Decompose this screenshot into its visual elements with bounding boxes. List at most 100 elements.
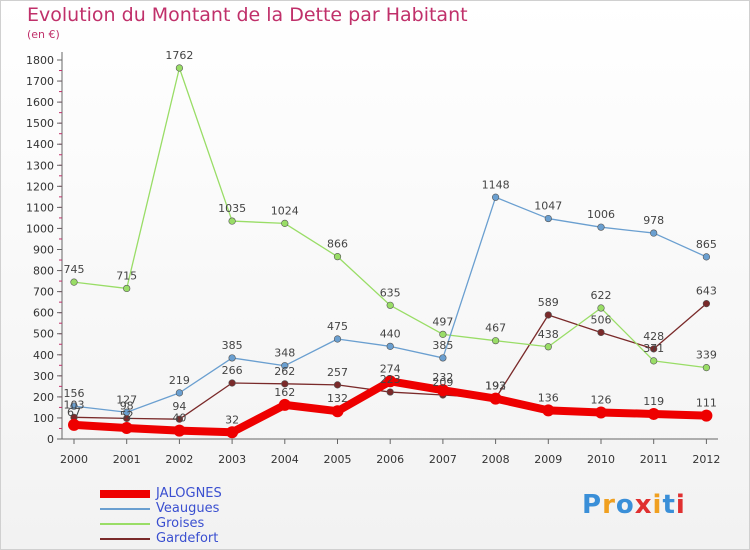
data-point-gardefort [544,311,552,319]
y-tick-label: 1600 [26,96,54,109]
data-label-veaugues: 475 [327,320,348,333]
data-point-groises [544,343,552,351]
legend-swatch [100,507,150,510]
data-point-groises [439,330,447,338]
data-point-jalognes [120,422,133,435]
legend-swatch [100,489,150,498]
data-point-jalognes [68,418,80,431]
data-point-groises [386,301,394,309]
data-label-gardefort: 94 [172,400,186,413]
data-point-gardefort [175,415,183,423]
data-label-jalognes: 32 [225,413,239,426]
y-tick-label: 1500 [26,117,54,130]
data-label-groises: 497 [432,315,453,328]
data-point-veaugues [386,342,394,350]
data-label-gardefort: 193 [485,379,506,392]
chart-subtitle: (en €) [27,28,60,41]
chart-title: Evolution du Montant de la Dette par Hab… [27,4,468,26]
legend: JALOGNES Veaugues Groises Gardefort [100,486,222,546]
data-point-gardefort [650,345,658,353]
y-tick-label: 800 [33,265,54,278]
data-point-gardefort [228,379,236,387]
data-point-groises [650,357,658,365]
data-point-groises [492,337,500,345]
x-tick-label: 2005 [324,453,352,466]
data-point-jalognes [542,404,555,417]
data-point-jalognes [489,392,502,405]
data-label-gardefort: 257 [327,366,348,379]
x-tick-label: 2008 [482,453,510,466]
data-point-groises [228,217,236,225]
data-label-gardefort: 223 [380,373,401,386]
data-point-gardefort [281,380,289,388]
data-point-veaugues [439,354,447,362]
data-label-veaugues: 978 [643,214,664,227]
legend-item-groises: Groises [100,516,222,531]
data-label-gardefort: 506 [591,313,612,326]
data-point-veaugues [123,408,131,416]
data-label-veaugues: 440 [380,327,401,340]
y-tick-label: 0 [47,433,54,446]
y-tick-label: 1000 [26,222,54,235]
x-tick-label: 2012 [692,453,720,466]
data-label-jalognes: 67 [67,406,81,419]
legend-swatch [100,522,150,525]
data-point-groises [175,64,183,72]
data-label-groises: 1024 [271,204,299,217]
logo-letter: i [675,490,686,520]
x-tick-label: 2000 [60,453,88,466]
legend-swatch [100,537,150,540]
x-tick-label: 2010 [587,453,615,466]
data-label-jalognes: 136 [538,391,559,404]
data-label-jalognes: 232 [432,371,453,384]
data-label-jalognes: 162 [274,386,295,399]
data-point-groises [333,253,342,261]
data-point-gardefort [597,328,605,337]
data-label-veaugues: 385 [222,339,243,352]
data-point-jalognes [331,405,344,418]
data-label-gardefort: 266 [222,364,243,377]
legend-label: Groises [156,516,205,531]
data-point-veaugues [333,335,342,343]
data-label-veaugues: 385 [432,339,453,352]
data-point-veaugues [281,362,289,370]
data-point-groises [70,278,78,286]
proxiti-logo: Proxiti [582,490,686,520]
y-tick-label: 400 [33,349,54,362]
data-label-groises: 1762 [165,49,193,62]
y-tick-label: 1800 [26,54,54,67]
data-label-gardefort: 589 [538,296,559,309]
data-label-jalognes: 132 [327,392,348,405]
data-point-jalognes [647,407,660,420]
data-label-gardefort: 643 [696,285,717,298]
data-point-groises [281,219,289,227]
data-label-groises: 622 [591,289,612,302]
data-point-veaugues [492,193,500,201]
data-label-jalognes: 52 [120,409,134,422]
y-tick-label: 1200 [26,180,54,193]
x-tick-label: 2001 [113,453,141,466]
data-point-jalognes [173,424,186,437]
data-label-veaugues: 127 [116,393,137,406]
data-label-gardefort: 428 [643,330,664,343]
data-label-groises: 715 [116,269,137,282]
data-label-groises: 339 [696,349,717,362]
x-tick-label: 2011 [640,453,668,466]
data-label-gardefort: 262 [274,365,295,378]
data-point-gardefort [386,388,394,396]
y-tick-label: 700 [33,286,54,299]
data-label-veaugues: 1047 [534,200,562,213]
data-label-groises: 866 [327,238,348,251]
data-point-jalognes [436,384,449,397]
data-label-groises: 1035 [218,202,246,215]
y-tick-label: 1100 [26,201,54,214]
data-label-veaugues: 1006 [587,208,615,221]
legend-item-jalognes: JALOGNES [100,486,222,501]
data-label-jalognes: 126 [591,393,612,406]
x-tick-label: 2002 [165,453,193,466]
data-label-groises: 467 [485,322,506,335]
legend-label: Gardefort [156,531,219,546]
logo-letter: o [615,490,635,520]
x-tick-label: 2003 [218,453,246,466]
